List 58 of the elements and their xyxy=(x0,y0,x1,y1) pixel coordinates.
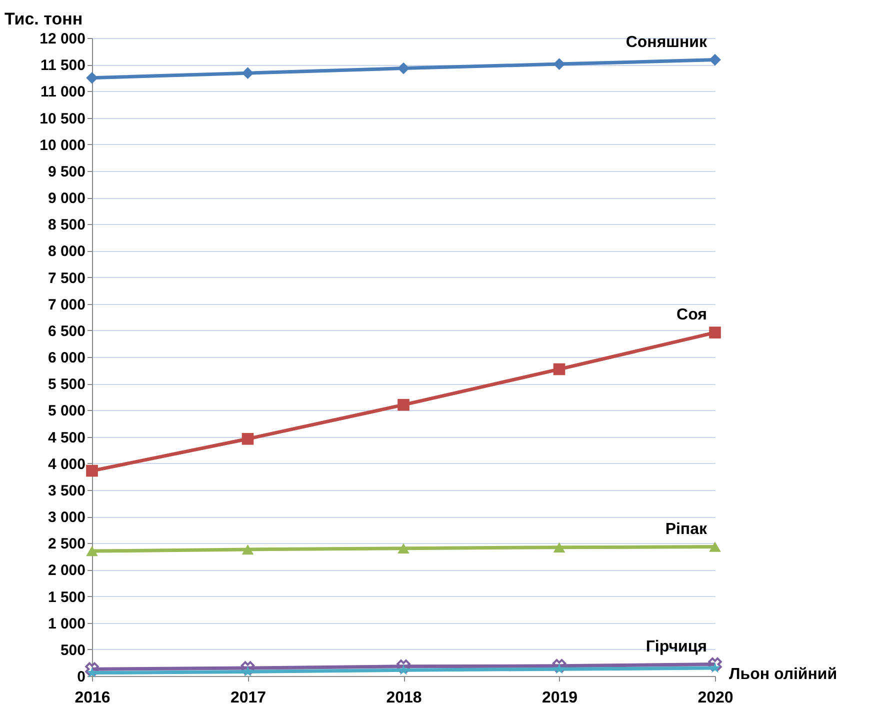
y-tick-label: 9 000 xyxy=(48,190,86,207)
point xyxy=(240,661,255,675)
point xyxy=(398,398,410,411)
point xyxy=(553,542,566,552)
point xyxy=(552,659,566,673)
series-label: Льон олійний xyxy=(729,666,838,684)
y-tick-label: 11 500 xyxy=(40,57,86,74)
point xyxy=(86,464,98,477)
y-axis-title: Тис. тонн xyxy=(4,10,83,28)
y-tick-label: 9 500 xyxy=(48,163,86,180)
x-tick-label: 2020 xyxy=(698,690,734,706)
point xyxy=(398,543,410,554)
point xyxy=(553,363,566,376)
y-tick-label: 5 000 xyxy=(48,402,86,420)
y-tick-label: 4 000 xyxy=(48,456,86,473)
y-tick-label: 4 500 xyxy=(48,429,86,446)
y-tick-label: 8 000 xyxy=(48,243,86,260)
y-tick-label: 1 500 xyxy=(48,588,86,606)
y-tick-label: 10 500 xyxy=(40,110,86,128)
y-tick-label: 0 xyxy=(77,668,86,686)
y-tick-label: 6 000 xyxy=(48,350,86,366)
y-tick-label: 3 500 xyxy=(48,482,86,500)
point xyxy=(398,62,410,74)
point xyxy=(396,660,410,674)
y-tick-label: 11 000 xyxy=(40,84,86,101)
point xyxy=(86,72,98,84)
y-tick-label: 2 500 xyxy=(48,536,86,553)
y-tick-label: 500 xyxy=(60,642,86,659)
y-tick-label: 7 500 xyxy=(48,270,86,287)
point xyxy=(709,54,721,66)
point xyxy=(709,662,721,673)
y-tick-label: 6 500 xyxy=(48,322,86,340)
y-tick-label: 5 500 xyxy=(48,376,86,394)
point xyxy=(242,544,254,555)
point xyxy=(708,657,722,672)
y-tick-label: 2 000 xyxy=(48,562,86,580)
y-tick-label: 7 000 xyxy=(48,296,86,314)
series-label: Соняшник xyxy=(626,34,708,51)
series-label: Ріпак xyxy=(665,520,708,538)
y-tick-label: 1 000 xyxy=(48,615,86,632)
point xyxy=(398,664,410,675)
y-tick-label: 12 000 xyxy=(40,30,86,48)
point xyxy=(86,546,98,556)
y-tick-label: 3 000 xyxy=(48,509,86,526)
point xyxy=(553,58,566,70)
x-tick-label: 2017 xyxy=(230,690,266,706)
x-tick-label: 2016 xyxy=(74,690,110,706)
x-tick-label: 2018 xyxy=(386,690,422,706)
series-label: Гірчиця xyxy=(646,638,707,656)
point xyxy=(709,326,721,338)
y-tick-label: 10 000 xyxy=(40,136,86,154)
y-tick-label: 8 500 xyxy=(48,216,86,234)
point xyxy=(242,666,254,677)
point xyxy=(242,432,254,445)
x-tick-label: 2019 xyxy=(542,690,578,706)
point xyxy=(85,662,99,676)
point xyxy=(709,542,721,552)
series-label: Соя xyxy=(676,306,707,324)
